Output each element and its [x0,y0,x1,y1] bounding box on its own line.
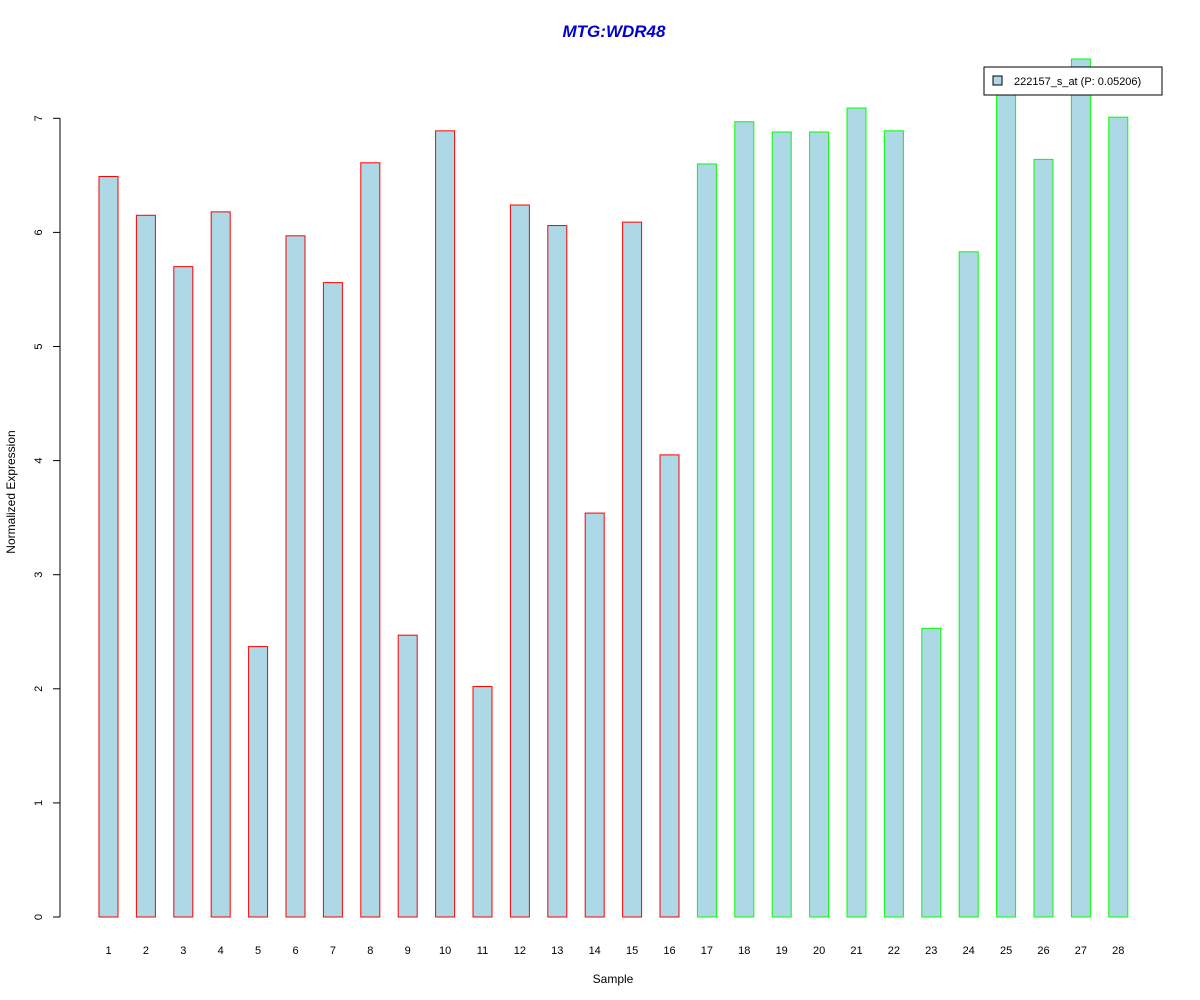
x-tick-label: 24 [963,945,975,957]
x-tick-label: 19 [776,945,788,957]
legend-label: 222157_s_at (P: 0.05206) [1014,76,1141,88]
x-tick-label: 9 [405,945,411,957]
x-tick-label: 27 [1075,945,1087,957]
x-tick-label: 23 [925,945,937,957]
y-tick-label: 1 [33,800,45,806]
x-tick-label: 14 [589,945,601,957]
bar-sample-22 [883,130,904,918]
bar-sample-21 [846,107,867,918]
bar-sample-15 [622,221,643,918]
bar-sample-18 [734,121,755,918]
bar-sample-28 [1108,116,1129,918]
y-tick-label: 3 [33,572,45,578]
x-tick-label: 10 [439,945,451,957]
x-tick-label: 15 [626,945,638,957]
bar-sample-8 [360,162,381,918]
bar-sample-23 [921,627,942,918]
x-tick-label: 20 [813,945,825,957]
bar-sample-10 [435,130,456,918]
bar-sample-7 [322,282,343,918]
bar-sample-26 [1033,158,1054,918]
y-tick-label: 6 [33,229,45,235]
y-axis: 0 1 2 3 4 5 6 7 [33,115,61,920]
y-tick-label: 2 [33,686,45,692]
x-tick-label: 25 [1000,945,1012,957]
bar-sample-13 [547,225,568,918]
x-tick-label: 28 [1112,945,1124,957]
y-axis-label: Normalized Expression [4,430,18,553]
x-tick-label: 18 [738,945,750,957]
bar-sample-14 [584,512,605,918]
bar-sample-24 [958,251,979,918]
x-tick-label: 6 [292,945,298,957]
bar-sample-27 [1070,58,1091,918]
x-tick-label: 11 [477,945,488,957]
bar-sample-12 [509,204,530,918]
legend: 222157_s_at (P: 0.05206) [983,66,1163,96]
x-tick-label: 22 [888,945,900,957]
x-tick-label: 26 [1037,945,1049,957]
x-tick-label: 5 [255,945,261,957]
x-tick-label: 12 [514,945,526,957]
bars [98,58,1129,918]
bar-sample-16 [659,454,680,918]
bar-sample-19 [771,131,792,918]
x-tick-labels: 1 2 3 4 5 6 7 8 9 10 11 12 13 14 15 16 17 18 19 20 21 22 23 24 2… [105,945,1124,957]
x-tick-label: 8 [367,945,373,957]
bar-sample-20 [809,131,830,918]
bar-sample-4 [210,211,231,918]
x-tick-label: 21 [850,945,862,957]
x-tick-label: 1 [105,945,111,957]
x-tick-label: 16 [663,945,675,957]
y-tick-label: 5 [33,343,45,349]
x-tick-label: 3 [180,945,186,957]
x-tick-label: 2 [143,945,149,957]
bar-sample-17 [696,163,717,918]
bar-sample-5 [248,646,269,918]
bar-sample-11 [472,686,493,918]
legend-box [983,66,1163,96]
y-tick-label: 7 [33,115,45,121]
legend-swatch [992,75,1003,86]
y-tick-label: 4 [33,458,45,464]
x-tick-label: 13 [551,945,563,957]
x-axis-label: Sample [593,972,634,986]
y-tick-label: 0 [33,914,45,920]
chart-title: MTG:WDR48 [563,22,666,41]
x-tick-label: 17 [701,945,713,957]
bar-sample-9 [397,634,418,918]
bar-sample-6 [285,235,306,918]
x-tick-label: 4 [218,945,224,957]
x-tick-label: 7 [330,945,336,957]
bar-sample-1 [98,175,119,918]
bar-sample-3 [173,266,194,918]
bar-sample-25 [996,83,1017,918]
bar-sample-2 [135,214,156,918]
